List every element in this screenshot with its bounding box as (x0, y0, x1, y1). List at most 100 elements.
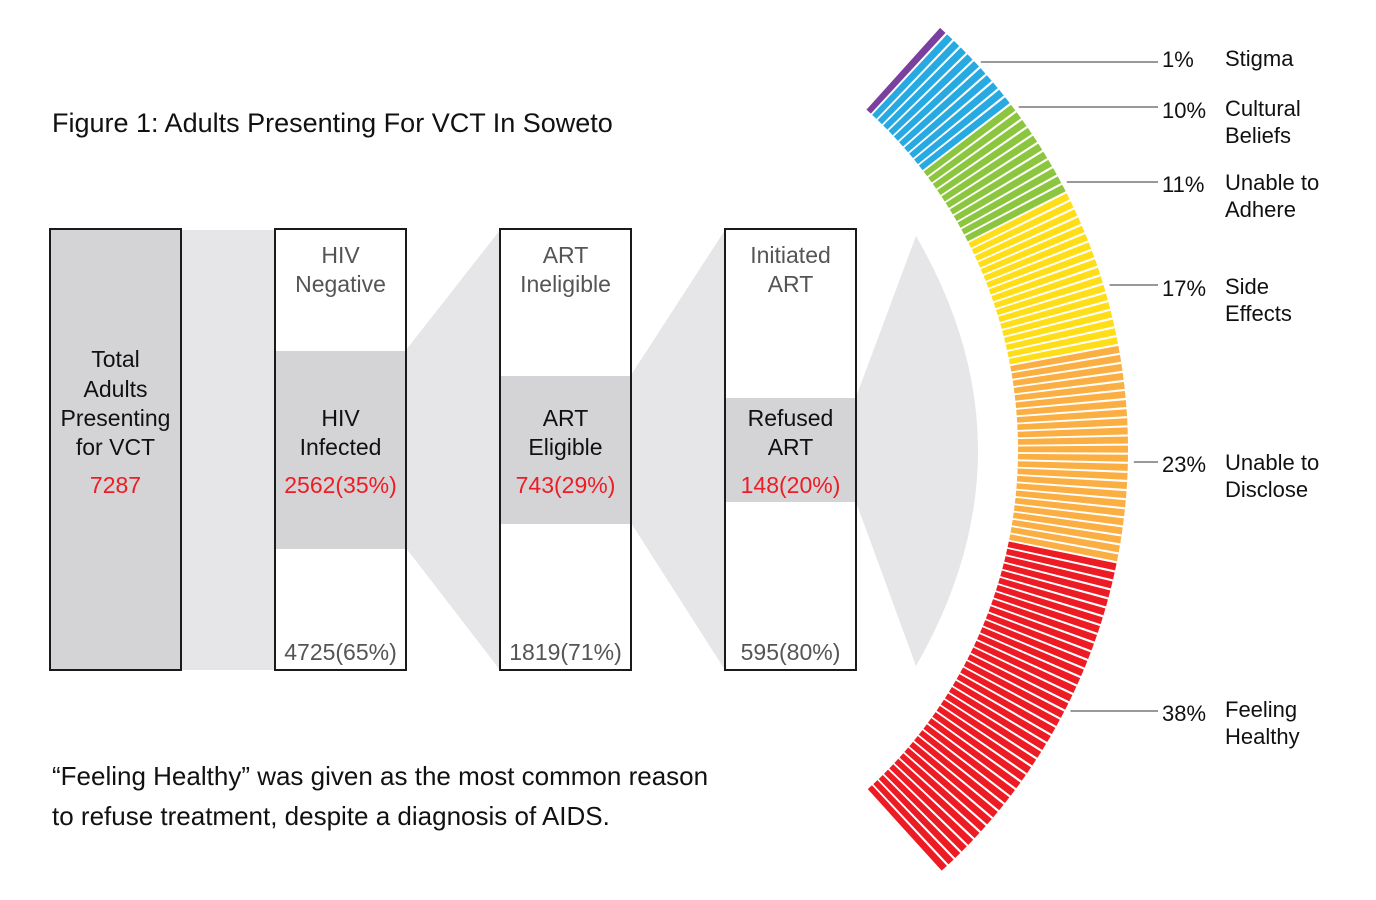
arc-stripe (923, 104, 1016, 177)
arc-stripe (893, 61, 980, 141)
arc-stripe (928, 112, 1022, 183)
legend-pct-unable-to-disclose: 23% (1162, 452, 1207, 477)
initiated-art-value: 595(80%) (740, 639, 841, 665)
arc-segment-2 (923, 104, 1066, 242)
arc-stripe (932, 119, 1027, 189)
arc-stripe (977, 633, 1081, 685)
arc-stripe (899, 68, 986, 147)
connector-eligible-to-initiation (631, 230, 725, 670)
arc-segment-0 (866, 27, 946, 114)
legend-name-cultural-beliefs: Cultural Beliefs (1225, 95, 1301, 149)
arc-stripe (909, 82, 998, 159)
arc-stripe (1017, 427, 1128, 438)
arc-stripe (949, 151, 1048, 215)
arc-stripe (914, 89, 1004, 165)
arc-stripe (991, 599, 1098, 642)
arc-stripe (1016, 409, 1127, 423)
total-label-line1: Total (91, 346, 140, 372)
arc-stripe (952, 680, 1051, 743)
arc-stripe (927, 718, 1021, 789)
arc-stripe (932, 712, 1026, 781)
legend-name-unable-to-adhere-line1: Unable to (1225, 170, 1320, 195)
arc-stripe (1013, 505, 1124, 526)
arc-stripe (866, 27, 946, 114)
arc-stripe (991, 259, 1098, 302)
arc-stripe (899, 753, 986, 832)
art-eligible-line2: Eligible (528, 434, 603, 460)
arc-stripe (953, 159, 1053, 222)
arc-stripe (957, 168, 1057, 228)
footnote-line2: to refuse treatment, despite a diagnosis… (52, 801, 610, 831)
arc-stripe (964, 184, 1066, 242)
arc-stripe (1000, 293, 1108, 330)
footnote-line1: “Feeling Healthy” was given as the most … (52, 761, 709, 791)
funnel-connectors (182, 230, 978, 670)
arc-stripe (944, 693, 1042, 758)
legend-name-unable-to-disclose-line1: Unable to (1225, 450, 1320, 475)
arc-stripe (872, 34, 953, 119)
arc-stripe (937, 127, 1032, 196)
arc-stripe (1014, 497, 1125, 517)
arc-stripe (998, 284, 1106, 323)
legend-name-unable-to-adhere-line2: Adhere (1225, 197, 1296, 222)
refused-art-line1: Refused (747, 405, 834, 431)
arc-stripe (1002, 563, 1111, 598)
arc-stripe (1009, 534, 1119, 562)
arc-stripe (1000, 570, 1108, 607)
legend-name-stigma-line1: Stigma (1225, 46, 1294, 71)
arc-segment-4 (1009, 345, 1128, 562)
arc-stripe (936, 705, 1032, 774)
arc-stripe (894, 758, 980, 839)
legend-pct-unable-to-adhere: 11% (1162, 172, 1205, 197)
arc-stripe (878, 774, 961, 858)
legend-leader-lines (980, 61, 1158, 712)
arc-stripe (877, 40, 960, 125)
legend-name-cultural-beliefs-line1: Cultural (1225, 96, 1301, 121)
legend-name-feeling-healthy-line2: Healthy (1225, 724, 1300, 749)
arc-stripe (988, 606, 1094, 651)
funnel-box-hiv: HIV Negative HIV Infected 2562(35%) 4725… (274, 228, 407, 671)
arc-stripe (1007, 541, 1117, 571)
art-eligible-value: 743(29%) (515, 472, 616, 498)
legend-name-unable-to-disclose-line2: Disclose (1225, 477, 1309, 502)
arc-stripe (1015, 391, 1126, 409)
arc-stripe (1017, 453, 1128, 462)
arc-stripe (923, 724, 1015, 796)
hiv-negative-line1: HIV (321, 242, 360, 268)
arc-stripe (914, 736, 1004, 811)
art-ineligible-line2: Ineligible (520, 271, 611, 297)
legend-name-feeling-healthy-line1: Feeling (1225, 697, 1298, 722)
arc-stripe (945, 143, 1043, 208)
arc-stripe (1016, 400, 1127, 416)
arc-stripe (983, 620, 1088, 668)
arc-stripe (1017, 418, 1128, 431)
hiv-infected-line1: HIV (321, 405, 360, 431)
art-ineligible-line1: ART (542, 242, 589, 268)
arc-stripe (909, 741, 998, 818)
total-label-line3: Presenting (60, 405, 171, 431)
connector-total-to-hiv (182, 230, 275, 670)
art-ineligible-value: 1819(71%) (509, 639, 622, 665)
total-value: 7287 (89, 472, 142, 498)
arc-stripe (1008, 337, 1118, 365)
hiv-negative-line2: Negative (295, 271, 386, 297)
arc-stripe (941, 135, 1038, 202)
legend-name-unable-to-disclose: Unable to Disclose (1225, 449, 1319, 503)
arc-stripe (980, 225, 1085, 275)
total-label-line2: Adults (83, 376, 148, 402)
arc-stripe (968, 193, 1070, 248)
arc-stripe (940, 699, 1037, 766)
funnel-box-art-eligibility: ART Ineligible ART Eligible 743(29%) 181… (499, 228, 632, 671)
reasons-arc (866, 27, 1128, 871)
arc-stripe (961, 176, 1062, 235)
refused-art-line2: ART (767, 434, 814, 460)
legend-name-cultural-beliefs-line2: Beliefs (1225, 123, 1292, 148)
arc-stripe (988, 250, 1095, 295)
legend-pct-cultural-beliefs: 10% (1162, 98, 1207, 123)
legend-name-feeling-healthy: Feeling Healthy (1225, 696, 1300, 750)
legend-pct-side-effects: 17% (1162, 276, 1207, 301)
arc-stripe (1017, 461, 1128, 471)
arc-stripe (1013, 372, 1124, 394)
arc-stripe (974, 209, 1078, 261)
arc-stripe (918, 97, 1010, 171)
